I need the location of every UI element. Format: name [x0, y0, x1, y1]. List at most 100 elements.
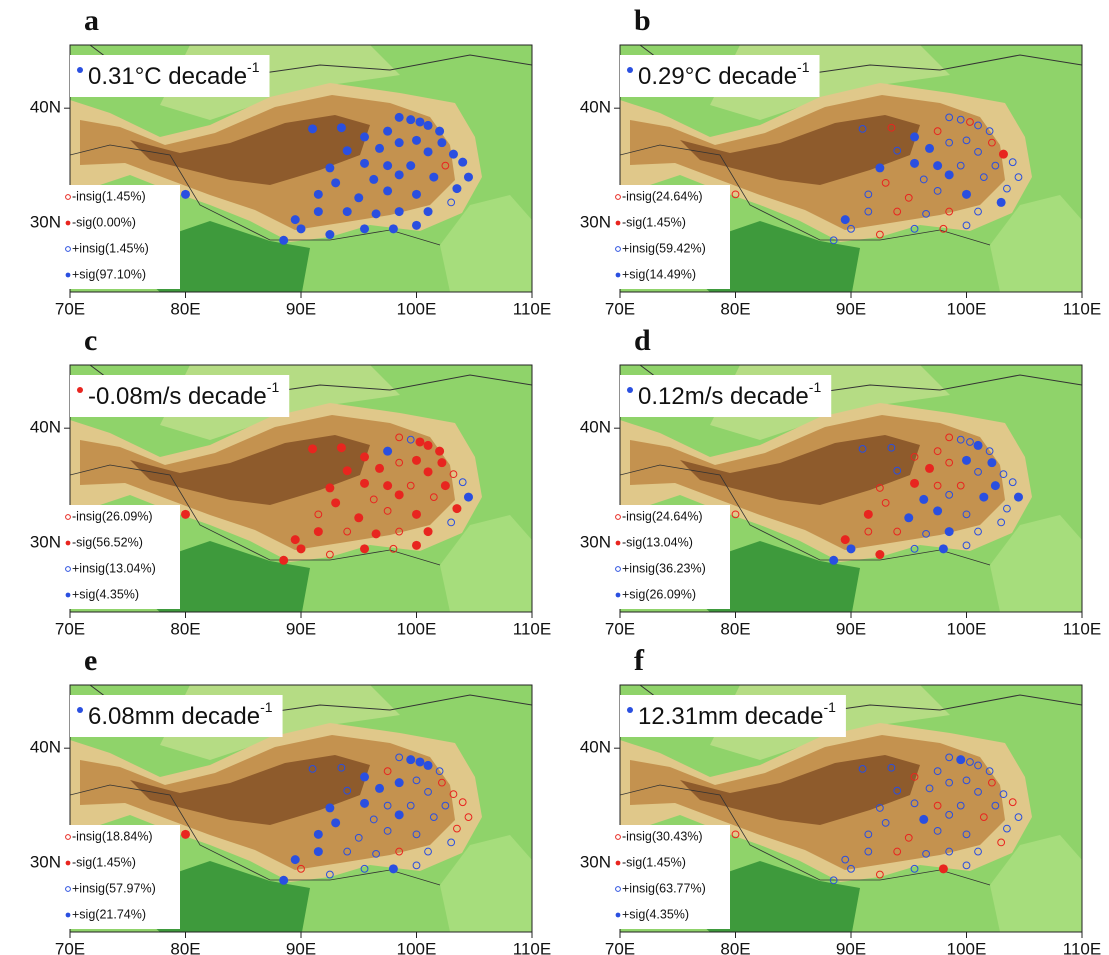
- station-marker: [279, 556, 288, 565]
- trend-exponent: -1: [809, 379, 822, 395]
- legend-label: -sig(1.45%): [72, 855, 136, 869]
- station-marker: [406, 115, 415, 124]
- station-marker: [956, 755, 965, 764]
- x-tick-label: 110E: [1063, 619, 1101, 638]
- station-marker: [974, 441, 983, 450]
- station-marker: [464, 173, 473, 182]
- x-tick-label: 90E: [286, 619, 316, 638]
- legend-marker: [66, 913, 71, 918]
- legend-label: -sig(56.52%): [72, 535, 143, 549]
- y-tick-label: 40N: [30, 98, 61, 117]
- station-marker: [325, 163, 334, 172]
- station-marker: [910, 132, 919, 141]
- station-marker: [314, 527, 323, 536]
- legend-label: -sig(0.00%): [72, 215, 136, 229]
- station-marker: [424, 761, 433, 770]
- panels: a30N40N70E80E90E100E110E0.31°C decade-1-…: [30, 4, 1101, 955]
- panel-letter: c: [84, 324, 97, 357]
- legend-marker: [66, 273, 71, 278]
- x-tick-label: 100E: [947, 939, 987, 955]
- station-marker: [412, 221, 421, 230]
- trend-text: 0.12m/s decade: [638, 383, 809, 410]
- station-marker: [297, 544, 306, 553]
- station-marker: [919, 495, 928, 504]
- station-marker: [360, 452, 369, 461]
- legend-label: -insig(24.64%): [622, 509, 703, 523]
- y-tick-label: 40N: [580, 98, 611, 117]
- station-marker: [291, 855, 300, 864]
- x-tick-label: 110E: [513, 299, 551, 318]
- legend-marker: [616, 913, 621, 918]
- station-marker: [308, 124, 317, 133]
- station-marker: [395, 778, 404, 787]
- station-marker: [412, 541, 421, 550]
- station-marker: [395, 113, 404, 122]
- station-marker: [389, 864, 398, 873]
- trend-exponent: -1: [260, 699, 273, 715]
- trend-marker: [77, 707, 83, 713]
- legend-label: +insig(59.42%): [622, 241, 706, 255]
- station-marker: [343, 207, 352, 216]
- x-tick-label: 80E: [720, 939, 750, 955]
- station-marker: [331, 818, 340, 827]
- station-marker: [962, 456, 971, 465]
- legend-label: +sig(4.35%): [622, 907, 689, 921]
- y-tick-label: 40N: [30, 418, 61, 437]
- legend-label: +sig(26.09%): [622, 587, 696, 601]
- station-marker: [452, 184, 461, 193]
- panel-letter: e: [84, 644, 97, 677]
- station-marker: [337, 123, 346, 132]
- station-marker: [360, 772, 369, 781]
- station-marker: [360, 799, 369, 808]
- station-marker: [458, 158, 467, 167]
- station-marker: [904, 513, 913, 522]
- legend-label: -insig(1.45%): [72, 189, 146, 203]
- x-tick-label: 90E: [286, 299, 316, 318]
- x-tick-label: 100E: [397, 299, 437, 318]
- legend-marker: [616, 861, 621, 866]
- trend-marker: [627, 707, 633, 713]
- station-marker: [406, 161, 415, 170]
- station-marker: [314, 207, 323, 216]
- trend-text: 0.29°C decade: [638, 63, 797, 90]
- panel: d30N40N70E80E90E100E110E0.12m/s decade-1…: [580, 324, 1101, 639]
- trend-text: 12.31mm decade: [638, 703, 823, 730]
- panel: b30N40N70E80E90E100E110E0.29°C decade-1-…: [580, 4, 1101, 319]
- station-marker: [933, 161, 942, 170]
- station-marker: [383, 481, 392, 490]
- station-marker: [360, 132, 369, 141]
- station-marker: [181, 830, 190, 839]
- station-marker: [997, 198, 1006, 207]
- legend-label: -insig(24.64%): [622, 189, 703, 203]
- legend-label: -sig(1.45%): [622, 215, 686, 229]
- legend-marker: [66, 861, 71, 866]
- station-marker: [383, 447, 392, 456]
- legend-label: +sig(4.35%): [72, 587, 139, 601]
- station-marker: [435, 447, 444, 456]
- station-marker: [449, 150, 458, 159]
- station-marker: [933, 506, 942, 515]
- legend-label: -insig(26.09%): [72, 509, 153, 523]
- station-marker: [360, 159, 369, 168]
- legend-label: +insig(36.23%): [622, 561, 706, 575]
- station-marker: [343, 146, 352, 155]
- station-marker: [910, 159, 919, 168]
- trend-exponent: -1: [267, 379, 280, 395]
- trend-label: 12.31mm decade-1: [638, 699, 836, 731]
- legend-label: +sig(14.49%): [622, 267, 696, 281]
- y-tick-label: 30N: [30, 853, 61, 872]
- station-marker: [945, 170, 954, 179]
- y-tick-label: 40N: [580, 418, 611, 437]
- station-marker: [383, 161, 392, 170]
- station-marker: [383, 186, 392, 195]
- station-marker: [308, 444, 317, 453]
- station-marker: [325, 483, 334, 492]
- legend-label: -insig(30.43%): [622, 829, 703, 843]
- station-marker: [424, 467, 433, 476]
- station-marker: [360, 479, 369, 488]
- station-marker: [925, 144, 934, 153]
- trend-label: -0.08m/s decade-1: [88, 379, 279, 411]
- x-tick-label: 110E: [1063, 299, 1101, 318]
- panel: e30N40N70E80E90E100E110E6.08mm decade-1-…: [30, 644, 551, 955]
- trend-marker: [77, 67, 83, 73]
